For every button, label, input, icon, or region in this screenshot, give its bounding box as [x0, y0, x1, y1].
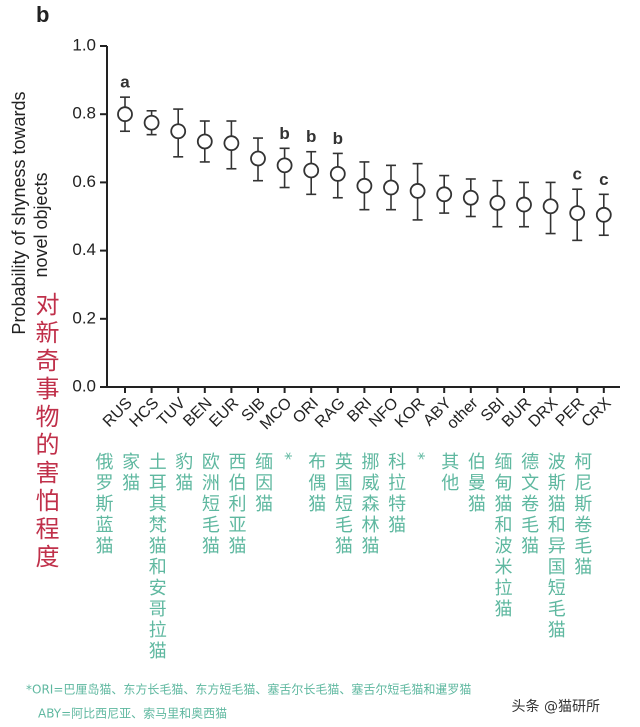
category-label-cn: 德文卷毛猫: [518, 452, 539, 557]
category-label-cn: 家猫: [119, 452, 140, 494]
y-axis-title: novel objects: [31, 172, 51, 277]
y-axis-title-cn: 对新奇事物的害怕程度: [31, 292, 59, 572]
y-tick-label: 1.0: [72, 35, 96, 54]
y-tick-label: 0.0: [72, 376, 96, 395]
point: [276, 157, 293, 174]
significance-letter: b: [306, 127, 316, 146]
point: [117, 106, 133, 123]
category-label-cn: 挪威森林猫: [359, 452, 380, 557]
significance-letter: b: [279, 124, 289, 143]
point: [516, 196, 532, 213]
x-tick-label: TUV: [154, 395, 189, 430]
category-label-cn: 豹猫: [172, 452, 193, 494]
point: [383, 179, 399, 196]
category-label-cn: 英国短毛猫: [332, 452, 353, 557]
y-axis-title: Probability of shyness towards: [9, 91, 29, 334]
y-tick-label: 0.6: [72, 172, 96, 191]
x-tick-label: BEN: [180, 395, 215, 430]
point: [462, 189, 479, 206]
x-tick-label: BUR: [499, 395, 535, 431]
point: [223, 135, 240, 152]
x-tick-label: RUS: [100, 395, 136, 431]
category-label-cn: 俄罗斯蓝猫: [93, 452, 114, 557]
point: [329, 165, 346, 182]
category-label-cn: 缅因猫: [252, 452, 273, 515]
footnote: *ORI=巴厘岛猫、东方长毛猫、东方短毛猫、塞舌尔长毛猫、塞舌尔短毛猫和暹罗猫: [26, 682, 471, 697]
point: [170, 123, 187, 140]
x-tick-label: PER: [553, 395, 588, 430]
category-label-cn: 柯尼斯卷毛猫: [571, 452, 592, 578]
panel-letter: b: [36, 2, 49, 27]
category-label-cn: 波斯猫和异国短毛猫: [545, 452, 566, 641]
y-tick-label: 0.4: [72, 240, 96, 259]
x-tick-label: CRX: [579, 395, 615, 431]
x-tick-label: DRX: [526, 395, 562, 431]
point: [409, 183, 426, 199]
category-label-cn: *: [277, 452, 296, 463]
x-tick-label: KOR: [392, 395, 429, 432]
category-label-cn: 其他: [438, 452, 459, 494]
category-label-cn: 科拉特猫: [385, 452, 406, 536]
watermark: 头条 @猫研所: [512, 698, 600, 715]
point: [569, 205, 586, 221]
y-tick-label: 0.2: [72, 308, 96, 327]
category-label-cn: 土耳其梵猫和安哥拉猫: [146, 452, 167, 662]
point: [143, 114, 160, 131]
category-label-cn: 伯曼猫: [465, 452, 486, 515]
significance-letter: a: [120, 73, 130, 92]
category-label-cn: 欧洲短毛猫: [199, 452, 220, 557]
x-tick-label: other: [444, 394, 482, 432]
point: [303, 162, 320, 179]
y-tick-label: 0.8: [72, 104, 96, 123]
point: [356, 177, 373, 194]
category-label-cn: *: [410, 452, 429, 463]
point: [542, 198, 559, 215]
point: [250, 150, 266, 167]
category-label-cn: 缅甸猫和波米拉猫: [492, 452, 513, 620]
significance-letter: c: [572, 165, 581, 184]
significance-letter: c: [599, 170, 608, 189]
significance-letter: b: [333, 129, 343, 148]
x-tick-label: RAG: [312, 395, 349, 432]
category-label-cn: 布偶猫: [305, 452, 326, 515]
footnote: ABY=阿比西尼亚、索马里和奥西猫: [38, 707, 227, 721]
x-tick-label: EUR: [206, 395, 242, 431]
point: [196, 133, 213, 150]
category-label-cn: 西伯利亚猫: [226, 452, 247, 557]
x-tick-label: HCS: [127, 395, 163, 431]
point: [436, 186, 453, 203]
point: [595, 206, 612, 223]
point: [489, 194, 506, 211]
x-tick-label: NFO: [366, 395, 402, 431]
